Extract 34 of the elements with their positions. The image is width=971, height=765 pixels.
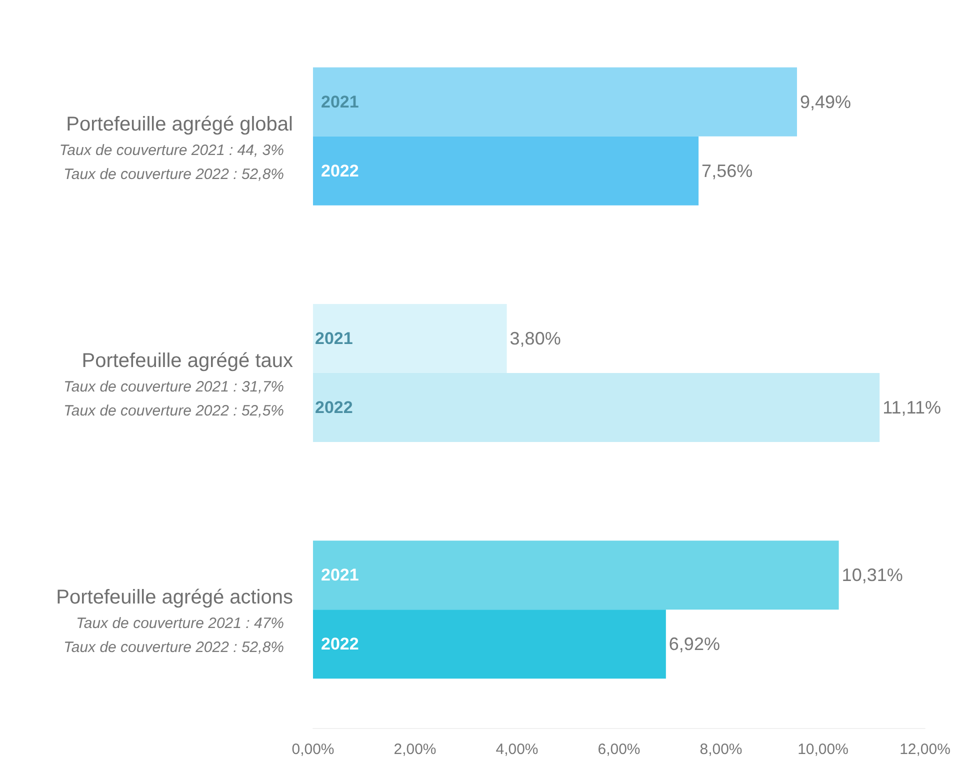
- data-label: 7,56%: [702, 160, 753, 181]
- series-label: 2021: [315, 329, 353, 348]
- text: Taux de couverture 2022 : 52,8%: [64, 639, 284, 656]
- bar: [313, 373, 880, 442]
- x-tick-label: 8,00%: [700, 741, 742, 758]
- x-tick-label: 4,00%: [496, 741, 538, 758]
- bar: [313, 610, 666, 679]
- y-tick-label: Portefeuille agrégé actions: [56, 586, 293, 609]
- text: 2021: [321, 566, 359, 585]
- text: Taux de couverture 2021 : 44, 3%: [59, 142, 284, 159]
- x-tick-label: 10,00%: [798, 741, 848, 758]
- text: 2022: [321, 634, 359, 654]
- y-tick-label: Portefeuille agrégé global: [66, 113, 293, 136]
- text: Taux de couverture 2021 : 31,7%: [64, 378, 284, 396]
- text: Taux de couverture 2022 : 52,5%: [64, 402, 284, 420]
- data-label: 9,49%: [800, 92, 852, 112]
- x-tick-label: 2,00%: [394, 741, 436, 758]
- data-label: 6,92%: [668, 634, 720, 654]
- data-label: 3,80%: [510, 328, 561, 348]
- text: Taux de couverture 2021 : 47%: [76, 615, 284, 632]
- data-label: 10,31%: [842, 565, 903, 586]
- series-label: 2022: [315, 398, 353, 417]
- x-tick-label: 6,00%: [598, 741, 640, 758]
- data-label: 11,11%: [882, 398, 941, 418]
- y-tick-label: Portefeuille agrégé taux: [82, 350, 293, 372]
- bar: [313, 540, 839, 610]
- text: 2021: [321, 92, 359, 112]
- x-tick-label: 12,00%: [900, 741, 950, 758]
- text: Taux de couverture 2022 : 52,8%: [64, 166, 284, 183]
- bar: [313, 304, 507, 373]
- text: 2022: [321, 161, 359, 180]
- bar: [313, 67, 797, 136]
- bar: [313, 136, 699, 206]
- x-tick-label: 0,00%: [292, 741, 334, 758]
